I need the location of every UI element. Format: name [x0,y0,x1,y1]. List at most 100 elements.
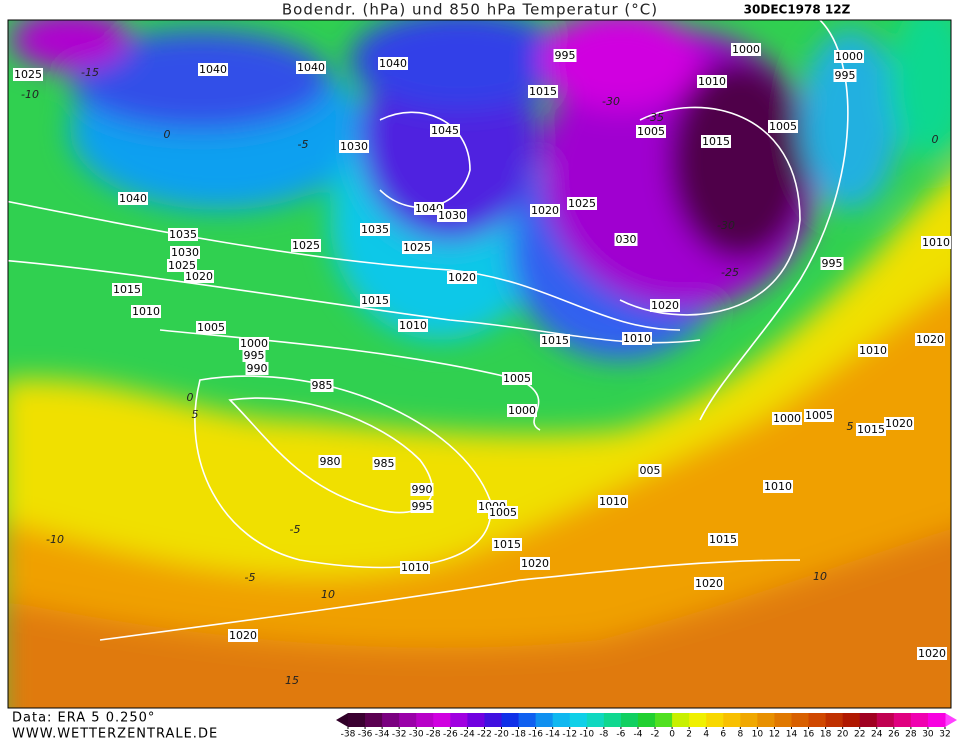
temperature-label: 5 [192,408,199,421]
isobar-label: 1010 [859,344,887,357]
isobar-label: 1020 [651,299,679,312]
colorbar-tick-label: -18 [511,730,526,740]
color-segment [791,713,810,727]
isobar-label: 1040 [297,61,325,74]
color-segment [637,713,656,727]
isobar-label-box [820,257,844,270]
color-segment [927,713,946,727]
isobar-label: 1010 [401,561,429,574]
isobar-label-box [242,349,266,362]
isobar-label-box [168,228,198,241]
isobar-label-box [507,404,537,417]
temperature-label: 10 [813,570,827,583]
isobar-label-box [528,85,558,98]
color-segment [842,713,861,727]
color-segment [603,713,622,727]
isobar-label: 985 [312,379,333,392]
isobar-label-box [638,464,662,477]
isobar-label: 1010 [764,480,792,493]
isobar-label-box [858,344,888,357]
isobar-label: 1020 [885,417,913,430]
isobar-label-box [553,49,577,62]
isobar-label: 1005 [637,125,665,138]
color-segment [399,713,417,727]
colorbar-tick-label: -12 [562,730,577,740]
colorbar-tick-label: 14 [786,730,798,740]
color-segment [910,713,929,727]
isobar-label: 1025 [14,68,42,81]
isobar-label: 1010 [132,305,160,318]
isobar-label: 995 [835,69,856,82]
color-segment [518,713,537,727]
isobar-label-box [622,332,652,345]
isobar-label: 1005 [197,321,225,334]
color-segment [501,713,520,727]
colorbar-tick-label: 22 [854,730,865,740]
isobar-label: 030 [616,233,637,246]
color-segment [893,713,912,727]
colorbar-tick-label: -24 [460,730,475,740]
isobar-label: 995 [822,257,843,270]
colorbar-tick-label: -28 [426,730,441,740]
isobar-label-box [296,61,326,74]
isobar-label-box [502,372,532,385]
temperature-label: -5 [290,523,301,536]
colorbar-tick-label: -32 [392,730,407,740]
temperature-label: 5 [847,420,854,433]
isobar-label: 1025 [568,197,596,210]
isobar-label: 005 [640,464,661,477]
temperature-label: 0 [187,391,194,404]
isobar-label-box [917,647,947,660]
isobar-label: 1010 [698,75,726,88]
isobar-label: 1005 [503,372,531,385]
colorbar-tick-label: 32 [939,730,950,740]
isobar-label-box [131,305,161,318]
colorbar-tick-label: 24 [871,730,883,740]
isobar-label: 985 [374,457,395,470]
isobar-label: 1010 [623,332,651,345]
colorbar-tick-label: -14 [545,730,560,740]
color-segment [484,713,503,727]
colorbar-tick-label: -36 [358,730,373,740]
isobar-label-box [567,197,597,210]
isobar-label-box [701,135,731,148]
isobar-label: 995 [244,349,265,362]
isobar-label: 1020 [695,577,723,590]
isobar-label-box [833,69,857,82]
data-source: Data: ERA 5 0.250° [12,711,155,726]
isobar-label-box [772,412,802,425]
temperature-label: -30 [717,219,735,232]
isobar-label: 1015 [361,294,389,307]
map-frame [7,19,952,709]
color-segment [382,713,400,727]
colorbar-tick-label: -20 [494,730,509,740]
isobar-label: 1020 [229,629,257,642]
isobar-label-box [170,246,200,259]
title: Bodendr. (hPa) und 850 hPa Temperatur (°… [282,1,658,19]
isobar-label: 1030 [340,140,368,153]
temperature-label: -15 [81,66,99,79]
color-segment [552,713,571,727]
isobar-label: 980 [320,455,341,468]
isobar-label-box [228,629,258,642]
isobar-label: 1015 [857,423,885,436]
colorbar-tick-label: -34 [375,730,390,740]
isobar-label-box [410,483,434,496]
colorbar-tick-label: 28 [905,730,917,740]
colorbar-tick-label: -10 [579,730,594,740]
colorbar-tick-label: -38 [341,730,356,740]
isobar-label-box [291,239,321,252]
temperature-label: -35 [646,111,664,124]
colorbar-low-arrow [336,713,348,727]
isobar-label: 1000 [773,412,801,425]
colorbar-tick-label: 20 [837,730,849,740]
website: WWW.WETTERZENTRALE.DE [12,727,218,741]
isobar-label-box [437,209,467,222]
isobar-label-box [430,124,460,137]
isobar-label: 1040 [379,57,407,70]
color-segment [825,713,844,727]
color-segment [689,713,707,727]
